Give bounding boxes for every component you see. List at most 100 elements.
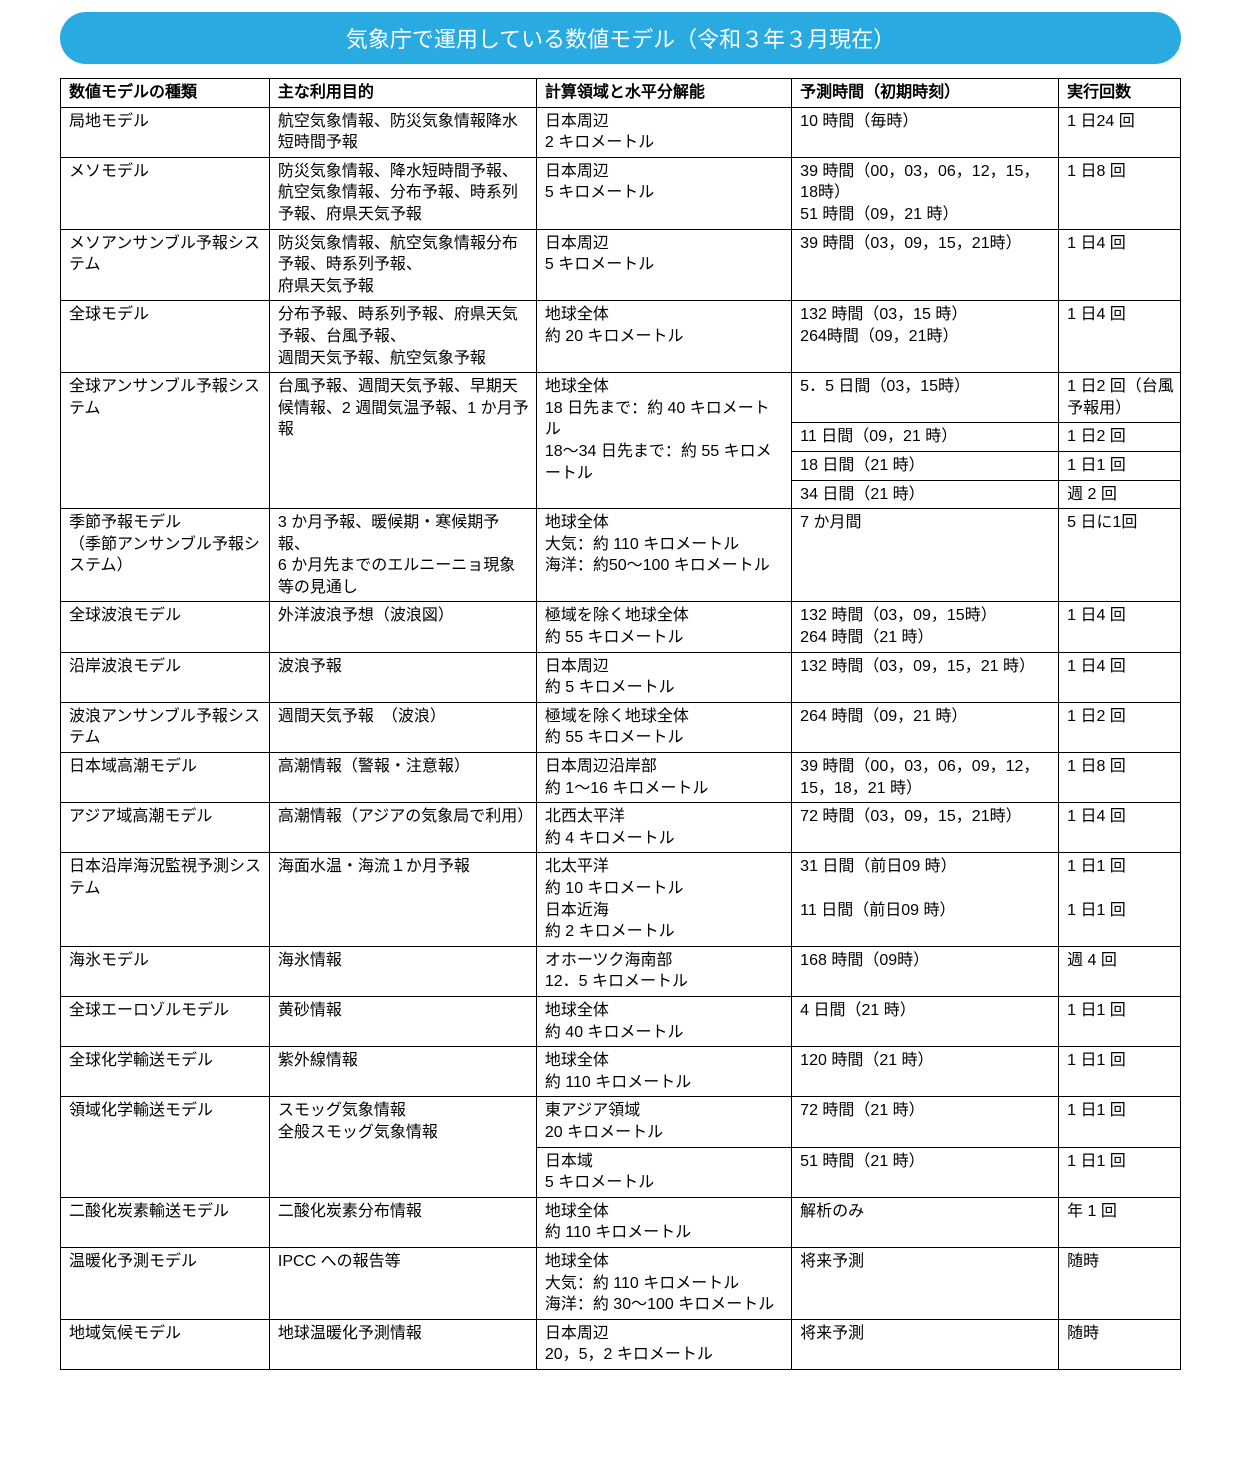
table-cell: 39 時間（00，03，06，12，15，18時）51 時間（09，21 時） xyxy=(792,157,1059,229)
table-cell: 1 日2 回（台風予報用） xyxy=(1059,373,1181,423)
table-cell: 地球温暖化予測情報 xyxy=(269,1319,536,1369)
table-cell: 1 日1 回 xyxy=(1059,1097,1181,1147)
table-cell: 地球全体18 日先まで：約 40 キロメートル18～34 日先まで：約 55 キ… xyxy=(536,373,791,509)
table-cell: 北西太平洋約 4 キロメートル xyxy=(536,803,791,853)
table-cell: 日本周辺沿岸部約 1～16 キロメートル xyxy=(536,753,791,803)
table-header-row: 数値モデルの種類 主な利用目的 計算領域と水平分解能 予測時間（初期時刻） 実行… xyxy=(61,79,1181,108)
table-cell: 34 日間（21 時） xyxy=(792,480,1059,509)
table-cell: 季節予報モデル（季節アンサンブル予報システム） xyxy=(61,509,270,602)
table-cell: 1 日2 回 xyxy=(1059,423,1181,452)
table-cell: 年 1 回 xyxy=(1059,1197,1181,1247)
table-row: 日本域高潮モデル高潮情報（警報・注意報）日本周辺沿岸部約 1～16 キロメートル… xyxy=(61,753,1181,803)
table-cell: 地域気候モデル xyxy=(61,1319,270,1369)
table-cell: 地球全体大気：約 110 キロメートル海洋：約50～100 キロメートル xyxy=(536,509,791,602)
table-cell: 解析のみ xyxy=(792,1197,1059,1247)
table-cell: 72 時間（03，09，15，21時） xyxy=(792,803,1059,853)
table-cell: 1 日1 回 xyxy=(1059,451,1181,480)
table-cell: 温暖化予測モデル xyxy=(61,1247,270,1319)
table-cell: 日本周辺5 キロメートル xyxy=(536,229,791,301)
table-cell: 5．5 日間（03，15時） xyxy=(792,373,1059,423)
table-cell: 全球エーロゾルモデル xyxy=(61,996,270,1046)
table-row: 沿岸波浪モデル波浪予報日本周辺約 5 キロメートル132 時間（03，09，15… xyxy=(61,652,1181,702)
table-cell: 東アジア領域20 キロメートル xyxy=(536,1097,791,1147)
table-cell: 4 日間（21 時） xyxy=(792,996,1059,1046)
table-row: 領域化学輸送モデルスモッグ気象情報全般スモッグ気象情報東アジア領域20 キロメー… xyxy=(61,1097,1181,1147)
table-cell: 1 日2 回 xyxy=(1059,702,1181,752)
table-row: 季節予報モデル（季節アンサンブル予報システム）3 か月予報、暖候期・寒候期予報、… xyxy=(61,509,1181,602)
page-title: 気象庁で運用している数値モデル（令和３年３月現在） xyxy=(60,12,1181,64)
table-cell: 局地モデル xyxy=(61,107,270,157)
table-cell: 18 日間（21 時） xyxy=(792,451,1059,480)
table-cell: 極域を除く地球全体約 55 キロメートル xyxy=(536,602,791,652)
table-cell: 二酸化炭素分布情報 xyxy=(269,1197,536,1247)
table-cell: 120 時間（21 時） xyxy=(792,1047,1059,1097)
table-cell: 1 日24 回 xyxy=(1059,107,1181,157)
table-cell: 72 時間（21 時） xyxy=(792,1097,1059,1147)
table-cell: アジア域高潮モデル xyxy=(61,803,270,853)
table-cell: 将来予測 xyxy=(792,1247,1059,1319)
col-header: 数値モデルの種類 xyxy=(61,79,270,108)
table-cell: 1 日1 回1 日1 回 xyxy=(1059,853,1181,946)
table-cell: 日本周辺20，5，2 キロメートル xyxy=(536,1319,791,1369)
table-cell: 防災気象情報、航空気象情報分布予報、時系列予報、府県天気予報 xyxy=(269,229,536,301)
table-cell: 地球全体約 40 キロメートル xyxy=(536,996,791,1046)
table-cell: 1 日4 回 xyxy=(1059,229,1181,301)
table-row: 全球エーロゾルモデル黄砂情報地球全体約 40 キロメートル4 日間（21 時）1… xyxy=(61,996,1181,1046)
table-cell: 防災気象情報、降水短時間予報、航空気象情報、分布予報、時系列予報、府県天気予報 xyxy=(269,157,536,229)
table-row: 全球モデル分布予報、時系列予報、府県天気予報、台風予報、週間天気予報、航空気象予… xyxy=(61,301,1181,373)
table-cell: IPCC への報告等 xyxy=(269,1247,536,1319)
table-cell: 1 日4 回 xyxy=(1059,803,1181,853)
table-cell: 132 時間（03，09，15，21 時） xyxy=(792,652,1059,702)
table-cell: 全球波浪モデル xyxy=(61,602,270,652)
table-cell: 北太平洋約 10 キロメートル日本近海約 2 キロメートル xyxy=(536,853,791,946)
table-cell: 地球全体約 110 キロメートル xyxy=(536,1197,791,1247)
table-cell: 波浪予報 xyxy=(269,652,536,702)
table-cell: 日本周辺2 キロメートル xyxy=(536,107,791,157)
table-cell: 航空気象情報、防災気象情報降水短時間予報 xyxy=(269,107,536,157)
table-cell: 二酸化炭素輸送モデル xyxy=(61,1197,270,1247)
table-cell: 日本周辺約 5 キロメートル xyxy=(536,652,791,702)
table-cell: 7 か月間 xyxy=(792,509,1059,602)
table-cell: 1 日1 回 xyxy=(1059,1147,1181,1197)
table-cell: 132 時間（03，09，15時）264 時間（21 時） xyxy=(792,602,1059,652)
table-cell: 極域を除く地球全体約 55 キロメートル xyxy=(536,702,791,752)
table-row: 温暖化予測モデルIPCC への報告等地球全体大気：約 110 キロメートル海洋：… xyxy=(61,1247,1181,1319)
table-cell: 領域化学輸送モデル xyxy=(61,1097,270,1197)
table-cell: 黄砂情報 xyxy=(269,996,536,1046)
table-cell: 高潮情報（警報・注意報） xyxy=(269,753,536,803)
table-cell: 264 時間（09，21 時） xyxy=(792,702,1059,752)
table-cell: 1 日8 回 xyxy=(1059,157,1181,229)
table-row: 地域気候モデル地球温暖化予測情報日本周辺20，5，2 キロメートル将来予測随時 xyxy=(61,1319,1181,1369)
table-cell: 地球全体約 20 キロメートル xyxy=(536,301,791,373)
col-header: 実行回数 xyxy=(1059,79,1181,108)
table-cell: 1 日8 回 xyxy=(1059,753,1181,803)
table-row: 日本沿岸海況監視予測システム海面水温・海流１か月予報北太平洋約 10 キロメート… xyxy=(61,853,1181,946)
table-cell: 5 日に1回 xyxy=(1059,509,1181,602)
table-cell: 1 日4 回 xyxy=(1059,602,1181,652)
table-cell: 10 時間（毎時） xyxy=(792,107,1059,157)
table-cell: 随時 xyxy=(1059,1247,1181,1319)
table-cell: 将来予測 xyxy=(792,1319,1059,1369)
table-cell: 全球アンサンブル予報システム xyxy=(61,373,270,509)
table-cell: 39 時間（00，03，06，09，12，15，18，21 時） xyxy=(792,753,1059,803)
table-row: 全球波浪モデル外洋波浪予想（波浪図）極域を除く地球全体約 55 キロメートル13… xyxy=(61,602,1181,652)
table-cell: 168 時間（09時） xyxy=(792,946,1059,996)
table-row: 全球化学輸送モデル紫外線情報地球全体約 110 キロメートル120 時間（21 … xyxy=(61,1047,1181,1097)
table-row: 海氷モデル海氷情報オホーツク海南部12．5 キロメートル168 時間（09時）週… xyxy=(61,946,1181,996)
table-cell: 外洋波浪予想（波浪図） xyxy=(269,602,536,652)
table-cell: スモッグ気象情報全般スモッグ気象情報 xyxy=(269,1097,536,1197)
table-row: 全球アンサンブル予報システム台風予報、週間天気予報、早期天候情報、2 週間気温予… xyxy=(61,373,1181,423)
table-cell: 海面水温・海流１か月予報 xyxy=(269,853,536,946)
table-cell: 51 時間（21 時） xyxy=(792,1147,1059,1197)
table-cell: 11 日間（09，21 時） xyxy=(792,423,1059,452)
table-row: 二酸化炭素輸送モデル二酸化炭素分布情報地球全体約 110 キロメートル解析のみ年… xyxy=(61,1197,1181,1247)
table-cell: 日本域高潮モデル xyxy=(61,753,270,803)
table-cell: 全球化学輸送モデル xyxy=(61,1047,270,1097)
table-cell: 週 4 回 xyxy=(1059,946,1181,996)
table-cell: 日本域5 キロメートル xyxy=(536,1147,791,1197)
table-cell: 39 時間（03，09，15，21時） xyxy=(792,229,1059,301)
table-cell: オホーツク海南部12．5 キロメートル xyxy=(536,946,791,996)
table-cell: 地球全体大気：約 110 キロメートル海洋：約 30～100 キロメートル xyxy=(536,1247,791,1319)
table-cell: 分布予報、時系列予報、府県天気予報、台風予報、週間天気予報、航空気象予報 xyxy=(269,301,536,373)
table-cell: 日本沿岸海況監視予測システム xyxy=(61,853,270,946)
